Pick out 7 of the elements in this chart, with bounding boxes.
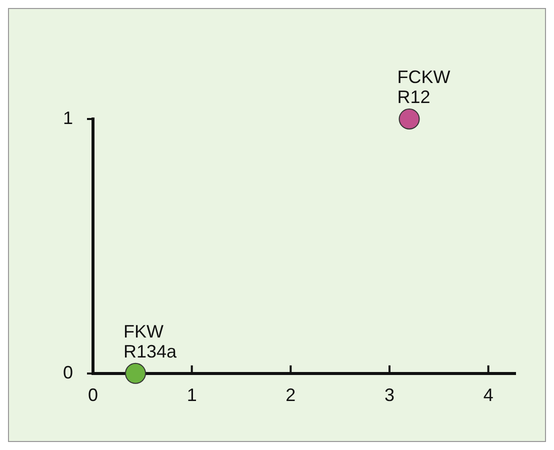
x-tick-label: 1: [186, 385, 197, 406]
annotation: FKW R134a: [124, 321, 178, 362]
annotation: FCKW R12: [397, 67, 450, 107]
x-tick-label: 4: [483, 385, 494, 406]
x-tick-label: 0: [88, 385, 98, 406]
x-tick-label: 2: [286, 385, 296, 406]
x-tick-label: 3: [384, 385, 394, 406]
